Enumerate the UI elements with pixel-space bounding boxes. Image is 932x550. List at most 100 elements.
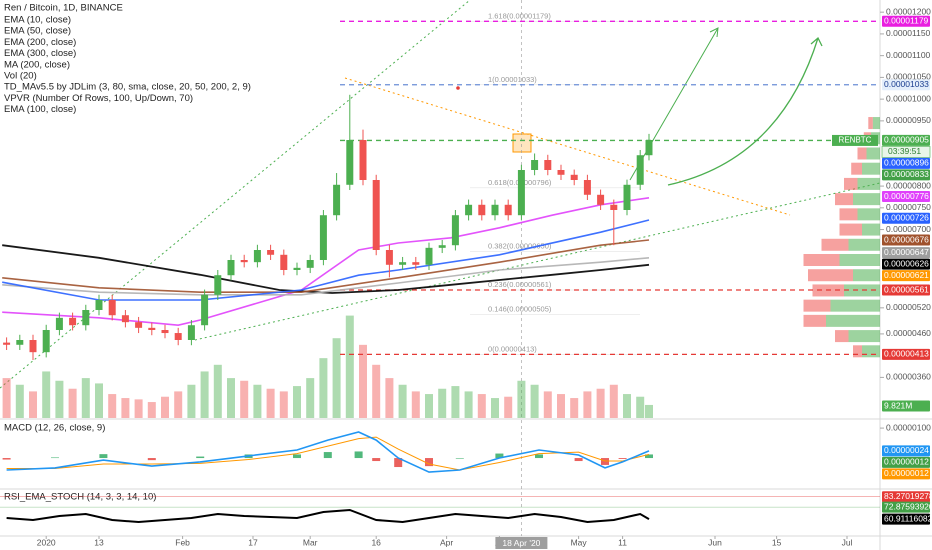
volume-bar bbox=[451, 386, 460, 418]
vpvr-down bbox=[803, 254, 840, 266]
vpvr-down bbox=[803, 299, 831, 312]
candle-body bbox=[280, 254, 288, 270]
rsi-badge-bg bbox=[882, 491, 930, 503]
vpvr-down bbox=[853, 345, 862, 358]
macd-histogram-bar bbox=[574, 458, 583, 462]
volume-bar bbox=[398, 384, 407, 418]
price-badge-bg bbox=[882, 270, 930, 282]
volume-bar bbox=[332, 338, 341, 418]
candle-body bbox=[69, 317, 77, 326]
candle-body bbox=[227, 260, 235, 276]
rsi-badge-bg bbox=[882, 513, 930, 525]
x-tick-label: May bbox=[571, 537, 588, 547]
moving-average bbox=[2, 239, 650, 293]
y-tick-label: 0.00000800 bbox=[886, 180, 931, 190]
candle-body bbox=[201, 294, 209, 326]
candle-body bbox=[16, 340, 24, 345]
x-tick-label: Mar bbox=[303, 537, 318, 547]
candle-body bbox=[161, 330, 169, 334]
price-badge: 0.00001179 bbox=[884, 16, 929, 26]
price-badge-bg bbox=[882, 169, 930, 181]
price-badge: 0.00000561 bbox=[884, 284, 929, 294]
macd-histogram-bar bbox=[51, 457, 59, 459]
vpvr-down bbox=[839, 208, 858, 221]
candle-body bbox=[148, 327, 156, 330]
rsi-badge: 72.87593920 bbox=[884, 501, 932, 511]
volume-bar bbox=[596, 388, 605, 418]
rsi-badge: 83.27019278 bbox=[884, 491, 932, 501]
candle-body bbox=[346, 140, 354, 185]
vpvr-up bbox=[857, 208, 880, 221]
rsi-line bbox=[6, 508, 650, 524]
candle-body bbox=[451, 215, 459, 246]
candle-body bbox=[491, 204, 499, 216]
vpvr-down bbox=[839, 223, 862, 236]
volume-badge: 9.821M bbox=[884, 400, 912, 410]
legend-entry: EMA (10, close) bbox=[4, 15, 71, 26]
chart-title: Ren / Bitcoin, 1D, BINANCE bbox=[4, 3, 123, 14]
y-tick-label: 0.00001150 bbox=[886, 28, 931, 38]
price-badge-bg bbox=[882, 79, 930, 91]
vpvr-down bbox=[803, 314, 826, 327]
legend-entry: EMA (200, close) bbox=[4, 37, 76, 48]
y-tick-label: 0.00000950 bbox=[886, 115, 931, 125]
volume-bar bbox=[227, 378, 235, 418]
volume-bar bbox=[253, 384, 262, 418]
x-tick-label: 13 bbox=[94, 537, 104, 547]
candle-body bbox=[570, 174, 578, 180]
candle-body bbox=[597, 194, 605, 205]
volume-bar bbox=[372, 364, 381, 418]
price-badge: 0.00000626 bbox=[884, 258, 929, 268]
volume-badge-bg bbox=[882, 400, 930, 412]
macd-badge-bg bbox=[882, 445, 930, 457]
macd-badge: 0.00000024 bbox=[884, 445, 929, 455]
fib-label: 0.146(0.00000505) bbox=[488, 304, 552, 313]
candle-body bbox=[610, 204, 618, 210]
volume-bar bbox=[623, 394, 631, 418]
fib-label: 0.382(0.00000650) bbox=[488, 241, 552, 250]
volume-bar bbox=[108, 394, 117, 418]
macd-histogram-bar bbox=[323, 452, 332, 459]
volume-bar bbox=[359, 344, 367, 418]
candle-body bbox=[3, 342, 11, 345]
legend-entry: EMA (100, close) bbox=[4, 104, 76, 115]
y-tick-label: 0.00000460 bbox=[886, 328, 931, 338]
x-tick-label: Jun bbox=[708, 537, 722, 547]
price-badge-bg bbox=[882, 234, 930, 246]
candle-body bbox=[319, 215, 327, 260]
volume-bar bbox=[570, 398, 579, 418]
volume-bar bbox=[609, 384, 618, 418]
candle-body bbox=[240, 260, 248, 263]
marker bbox=[456, 86, 460, 90]
candle-body bbox=[359, 140, 367, 180]
price-badge-bg bbox=[882, 15, 930, 27]
volume-bar bbox=[464, 391, 473, 418]
volume-bar bbox=[491, 398, 499, 418]
macd-line bbox=[6, 431, 650, 473]
candle-body bbox=[544, 160, 552, 170]
trend-line bbox=[0, 0, 471, 389]
macd-histogram-bar bbox=[455, 458, 464, 459]
macd-histogram-bar bbox=[618, 458, 627, 459]
candle-body bbox=[636, 155, 644, 185]
vpvr-up bbox=[826, 314, 880, 327]
volume-bar bbox=[504, 396, 513, 418]
highlight-box bbox=[512, 133, 532, 153]
volume-bar bbox=[530, 384, 539, 418]
volume-bar bbox=[425, 394, 433, 418]
candle-body bbox=[214, 275, 222, 295]
pane-title: MACD (12, 26, close, 9) bbox=[4, 423, 105, 434]
x-tick-label: Jul bbox=[842, 537, 853, 547]
countdown: 03:39:51 bbox=[888, 146, 921, 156]
price-badge-bg bbox=[882, 284, 930, 296]
macd-badge-bg bbox=[882, 456, 930, 468]
candle-body bbox=[42, 330, 50, 353]
volume-bar bbox=[385, 378, 394, 418]
candle-body bbox=[478, 204, 486, 216]
vpvr-down bbox=[808, 269, 853, 282]
volume-bar bbox=[174, 391, 183, 418]
arrow bbox=[667, 36, 823, 186]
candle-body bbox=[372, 180, 380, 250]
candle-body bbox=[55, 317, 63, 330]
